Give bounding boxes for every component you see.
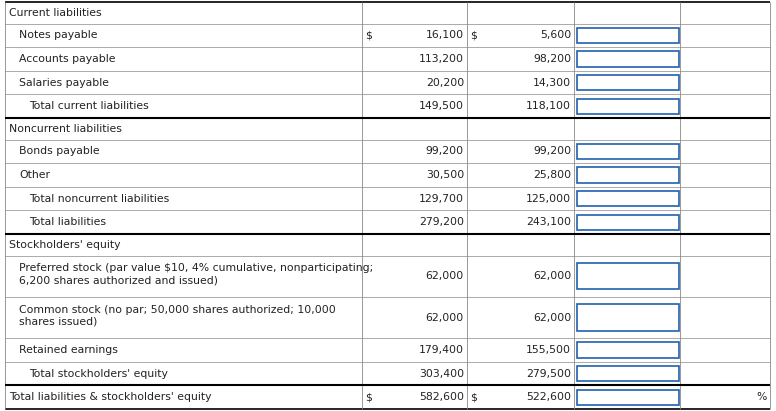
- Bar: [577, 342, 679, 358]
- Text: Accounts payable: Accounts payable: [19, 54, 116, 64]
- Text: Preferred stock (par value $10, 4% cumulative, nonparticipating;
6,200 shares au: Preferred stock (par value $10, 4% cumul…: [19, 263, 373, 285]
- Text: $: $: [470, 392, 477, 402]
- Text: %: %: [757, 392, 767, 402]
- Bar: [577, 144, 679, 159]
- Text: 99,200: 99,200: [426, 146, 464, 157]
- Text: Stockholders' equity: Stockholders' equity: [9, 240, 120, 250]
- Text: 98,200: 98,200: [533, 54, 571, 64]
- Text: Bonds payable: Bonds payable: [19, 146, 99, 157]
- Bar: [577, 28, 679, 43]
- Text: 14,300: 14,300: [533, 78, 571, 88]
- Bar: [577, 366, 679, 381]
- Text: 279,500: 279,500: [526, 369, 571, 379]
- Text: Total liabilities & stockholders' equity: Total liabilities & stockholders' equity: [9, 392, 212, 402]
- Text: Noncurrent liabilities: Noncurrent liabilities: [9, 124, 122, 134]
- Text: 16,100: 16,100: [426, 30, 464, 40]
- Text: 155,500: 155,500: [526, 345, 571, 355]
- Text: Common stock (no par; 50,000 shares authorized; 10,000
shares issued): Common stock (no par; 50,000 shares auth…: [19, 305, 336, 326]
- Text: Salaries payable: Salaries payable: [19, 78, 109, 88]
- Text: 149,500: 149,500: [419, 101, 464, 111]
- Text: 62,000: 62,000: [533, 271, 571, 281]
- Text: 5,600: 5,600: [540, 30, 571, 40]
- Bar: [577, 390, 679, 405]
- Text: 25,800: 25,800: [533, 170, 571, 180]
- Bar: [577, 75, 679, 90]
- Text: Total noncurrent liabilities: Total noncurrent liabilities: [29, 194, 169, 203]
- Text: 129,700: 129,700: [419, 194, 464, 203]
- Text: 125,000: 125,000: [526, 194, 571, 203]
- Text: Current liabilities: Current liabilities: [9, 8, 102, 18]
- Text: Total liabilities: Total liabilities: [29, 217, 106, 227]
- Text: 62,000: 62,000: [426, 271, 464, 281]
- Text: 243,100: 243,100: [526, 217, 571, 227]
- Bar: [577, 167, 679, 182]
- Bar: [577, 99, 679, 114]
- Text: 582,600: 582,600: [419, 392, 464, 402]
- Bar: [577, 305, 679, 331]
- Text: $: $: [470, 30, 477, 40]
- Text: 30,500: 30,500: [426, 170, 464, 180]
- Text: 62,000: 62,000: [426, 313, 464, 323]
- Text: 522,600: 522,600: [526, 392, 571, 402]
- Text: 303,400: 303,400: [419, 369, 464, 379]
- Text: $: $: [365, 30, 372, 40]
- Text: 62,000: 62,000: [533, 313, 571, 323]
- Text: 279,200: 279,200: [419, 217, 464, 227]
- Text: 179,400: 179,400: [419, 345, 464, 355]
- Text: 99,200: 99,200: [533, 146, 571, 157]
- Text: 20,200: 20,200: [426, 78, 464, 88]
- Text: 118,100: 118,100: [526, 101, 571, 111]
- Text: Notes payable: Notes payable: [19, 30, 98, 40]
- Text: Total current liabilities: Total current liabilities: [29, 101, 149, 111]
- Bar: [577, 215, 679, 230]
- Bar: [577, 51, 679, 67]
- Text: Other: Other: [19, 170, 50, 180]
- Text: $: $: [365, 392, 372, 402]
- Text: 113,200: 113,200: [419, 54, 464, 64]
- Text: Total stockholders' equity: Total stockholders' equity: [29, 369, 168, 379]
- Bar: [577, 263, 679, 289]
- Text: Retained earnings: Retained earnings: [19, 345, 118, 355]
- Bar: [577, 191, 679, 206]
